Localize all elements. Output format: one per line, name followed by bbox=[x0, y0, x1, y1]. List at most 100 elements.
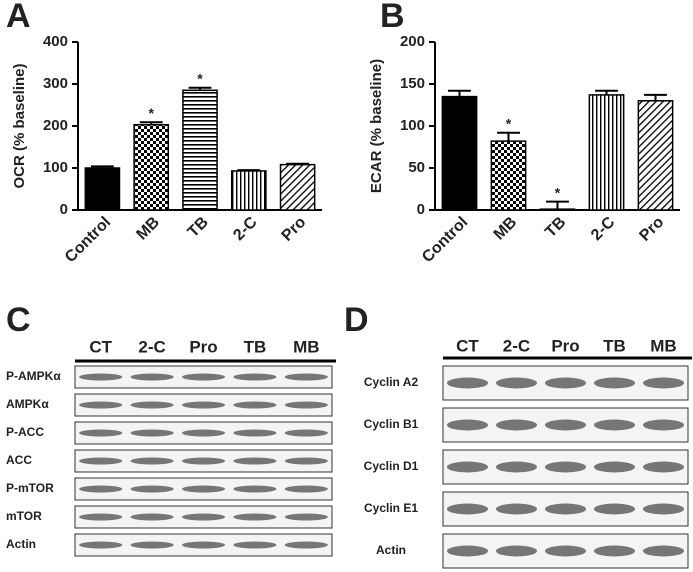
x-tick-label: Control bbox=[419, 214, 471, 266]
lane-label: TB bbox=[244, 337, 267, 356]
row-label: Actin bbox=[6, 537, 36, 551]
panel-letter: D bbox=[344, 301, 369, 339]
band bbox=[544, 419, 587, 431]
band bbox=[642, 377, 685, 389]
row-label: Cyclin B1 bbox=[364, 417, 419, 431]
row-label: Cyclin E1 bbox=[364, 501, 418, 515]
band bbox=[446, 419, 489, 431]
band bbox=[79, 541, 123, 549]
lane-label: 2-C bbox=[503, 336, 530, 355]
band bbox=[495, 419, 538, 431]
band bbox=[181, 401, 226, 409]
band bbox=[284, 513, 328, 521]
row-label: Actin bbox=[376, 543, 406, 557]
band bbox=[495, 377, 538, 389]
band bbox=[284, 373, 328, 381]
band bbox=[181, 373, 226, 381]
lane-label: Pro bbox=[551, 336, 579, 355]
lane-label: CT bbox=[89, 337, 112, 356]
bar bbox=[539, 208, 576, 211]
x-tick-label: MB bbox=[133, 214, 163, 244]
band bbox=[446, 461, 489, 473]
band bbox=[79, 513, 123, 521]
band bbox=[233, 429, 277, 437]
band bbox=[233, 373, 277, 381]
band bbox=[495, 503, 538, 515]
band bbox=[233, 457, 277, 465]
x-tick-label: Pro bbox=[279, 214, 310, 245]
band bbox=[642, 419, 685, 431]
x-tick-label: TB bbox=[185, 214, 212, 241]
y-tick-label: 400 bbox=[43, 33, 68, 50]
bar bbox=[441, 95, 478, 211]
bar bbox=[182, 89, 218, 211]
y-tick-label: 200 bbox=[400, 33, 425, 50]
y-tick-label: 300 bbox=[43, 75, 68, 92]
band bbox=[642, 461, 685, 473]
y-tick-label: 50 bbox=[408, 159, 425, 176]
band bbox=[130, 485, 174, 493]
band bbox=[79, 457, 123, 465]
lane-label: TB bbox=[603, 336, 626, 355]
band bbox=[495, 545, 538, 557]
band bbox=[79, 401, 123, 409]
row-label: ACC bbox=[6, 453, 32, 467]
bar bbox=[588, 94, 625, 211]
y-tick-label: 100 bbox=[400, 117, 425, 134]
row-label: mTOR bbox=[6, 509, 42, 523]
significance: * bbox=[148, 105, 154, 121]
band bbox=[130, 373, 174, 381]
lane-label: Pro bbox=[189, 337, 217, 356]
band bbox=[233, 401, 277, 409]
band bbox=[593, 461, 636, 473]
band bbox=[130, 541, 174, 549]
row-label: AMPKα bbox=[6, 397, 49, 411]
row-label: P-mTOR bbox=[6, 481, 54, 495]
band bbox=[79, 373, 123, 381]
band bbox=[284, 541, 328, 549]
bar bbox=[279, 163, 316, 211]
band bbox=[233, 513, 277, 521]
y-axis-label: OCR (% baseline) bbox=[11, 63, 28, 188]
panel-letter: B bbox=[380, 0, 405, 35]
lane-label: MB bbox=[293, 337, 319, 356]
band bbox=[79, 429, 123, 437]
band bbox=[495, 461, 538, 473]
x-tick-label: TB bbox=[542, 214, 569, 241]
band bbox=[284, 401, 328, 409]
significance: * bbox=[197, 70, 203, 86]
lane-label: MB bbox=[650, 336, 676, 355]
band bbox=[233, 485, 277, 493]
y-tick-label: 150 bbox=[400, 75, 425, 92]
band bbox=[446, 545, 489, 557]
band bbox=[181, 457, 226, 465]
x-tick-label: 2-C bbox=[230, 213, 261, 244]
row-label: P-AMPKα bbox=[6, 369, 61, 383]
x-tick-label: Control bbox=[62, 214, 114, 266]
y-tick-label: 0 bbox=[60, 201, 68, 218]
band bbox=[130, 513, 174, 521]
band bbox=[642, 503, 685, 515]
lane-label: CT bbox=[456, 336, 479, 355]
row-label: P-ACC bbox=[6, 425, 44, 439]
band bbox=[544, 503, 587, 515]
band bbox=[446, 377, 489, 389]
band bbox=[593, 545, 636, 557]
band bbox=[593, 419, 636, 431]
band bbox=[593, 503, 636, 515]
band bbox=[130, 429, 174, 437]
band bbox=[642, 545, 685, 557]
band bbox=[284, 457, 328, 465]
bar bbox=[133, 123, 170, 211]
row-label: Cyclin D1 bbox=[364, 459, 419, 473]
y-tick-label: 200 bbox=[43, 117, 68, 134]
y-axis-label: ECAR (% baseline) bbox=[368, 59, 385, 193]
band bbox=[79, 485, 123, 493]
band bbox=[181, 429, 226, 437]
x-tick-label: MB bbox=[491, 214, 521, 244]
significance: * bbox=[506, 115, 512, 131]
row-label: Cyclin A2 bbox=[364, 375, 419, 389]
band bbox=[544, 461, 587, 473]
bar bbox=[230, 170, 267, 211]
